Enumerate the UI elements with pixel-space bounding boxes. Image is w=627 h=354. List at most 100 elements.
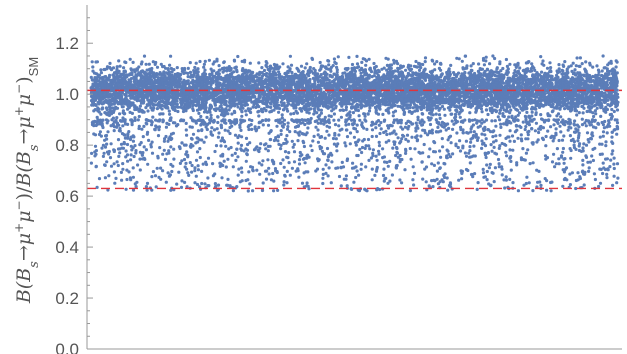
y-axis-label-part: )/	[13, 186, 35, 200]
data-point	[264, 177, 269, 181]
data-point	[384, 56, 388, 60]
data-point	[591, 65, 595, 69]
data-point	[370, 178, 374, 182]
data-point	[383, 118, 387, 122]
data-point	[486, 112, 490, 117]
data-point	[601, 54, 605, 58]
data-point	[324, 171, 328, 175]
data-point	[131, 166, 135, 170]
data-point	[557, 162, 561, 166]
data-point	[300, 181, 305, 185]
data-point	[563, 60, 567, 64]
data-point	[508, 148, 512, 152]
data-point	[481, 56, 486, 61]
data-point	[201, 162, 205, 166]
data-point	[417, 150, 421, 154]
data-point	[226, 157, 230, 161]
data-point	[202, 110, 207, 114]
data-point	[469, 140, 473, 144]
data-point	[539, 55, 543, 59]
data-point	[464, 139, 468, 143]
data-point	[314, 125, 318, 129]
data-point	[339, 115, 343, 119]
data-point	[396, 136, 400, 140]
data-point	[105, 142, 109, 146]
data-point	[367, 144, 371, 148]
data-point	[332, 112, 336, 116]
data-point	[440, 104, 445, 109]
data-point	[240, 110, 244, 114]
data-point	[615, 121, 620, 125]
data-point	[414, 126, 418, 130]
data-point	[471, 62, 475, 66]
data-point	[491, 54, 495, 58]
data-point	[344, 174, 348, 178]
data-point	[157, 125, 161, 129]
data-point	[568, 147, 572, 151]
data-point	[381, 173, 386, 178]
data-point	[549, 189, 553, 193]
data-point	[408, 189, 412, 193]
data-point	[436, 161, 440, 165]
data-point	[150, 123, 154, 127]
data-point	[484, 155, 488, 160]
data-point	[526, 137, 530, 141]
data-point	[381, 112, 385, 116]
data-point	[554, 162, 558, 166]
data-point	[359, 167, 363, 171]
data-point	[231, 189, 235, 193]
data-point	[169, 188, 173, 192]
data-point	[203, 182, 207, 186]
data-point	[446, 138, 450, 142]
data-point	[489, 143, 493, 147]
data-point	[257, 114, 261, 118]
data-point	[191, 74, 195, 78]
data-point	[587, 140, 591, 144]
data-point	[319, 73, 323, 77]
data-point	[297, 162, 302, 166]
data-point	[612, 174, 616, 178]
data-point	[582, 183, 586, 187]
data-point	[558, 107, 562, 111]
data-point	[208, 110, 212, 114]
data-point	[488, 162, 492, 166]
data-point	[494, 134, 498, 138]
data-point	[156, 134, 161, 138]
data-point	[279, 147, 283, 151]
data-point	[332, 107, 336, 111]
data-point	[450, 119, 454, 123]
data-point	[585, 131, 590, 135]
data-point	[319, 108, 323, 112]
data-point	[185, 150, 189, 154]
data-point	[185, 133, 189, 137]
data-point	[261, 181, 265, 185]
data-point	[431, 59, 435, 63]
data-point	[381, 156, 385, 160]
data-point	[290, 139, 294, 143]
data-point	[128, 57, 132, 61]
data-point	[605, 131, 609, 135]
data-point	[566, 76, 570, 80]
data-point	[438, 106, 442, 110]
data-point	[461, 67, 465, 71]
data-point	[436, 125, 440, 129]
data-point	[286, 121, 290, 125]
data-point	[497, 146, 501, 150]
data-point	[188, 161, 192, 165]
data-point	[302, 74, 306, 78]
data-point	[529, 69, 534, 73]
data-point	[145, 68, 149, 72]
data-point	[279, 132, 283, 136]
data-point	[282, 183, 286, 187]
y-axis-label-part: s	[27, 261, 42, 268]
data-point	[437, 113, 442, 117]
data-point	[379, 127, 383, 131]
data-point	[131, 188, 136, 192]
data-point	[97, 102, 101, 106]
data-point	[122, 66, 126, 70]
data-point	[138, 104, 142, 108]
data-point	[172, 157, 176, 161]
data-point	[115, 106, 120, 110]
data-point	[420, 112, 424, 116]
data-point	[285, 169, 289, 173]
